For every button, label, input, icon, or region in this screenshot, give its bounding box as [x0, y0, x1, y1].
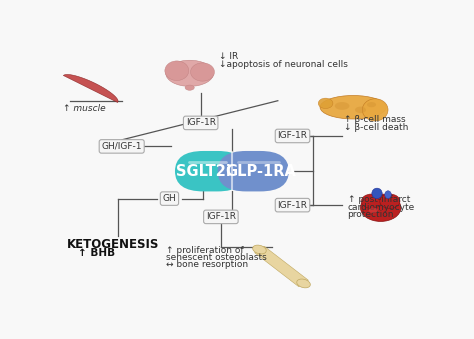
Ellipse shape — [372, 188, 382, 199]
Ellipse shape — [166, 60, 213, 86]
Text: SGLT2i: SGLT2i — [176, 164, 231, 179]
Text: IGF-1R: IGF-1R — [206, 212, 236, 221]
Polygon shape — [69, 78, 112, 99]
Ellipse shape — [165, 61, 189, 80]
Text: protection: protection — [347, 210, 394, 219]
Text: IGF-1R: IGF-1R — [277, 132, 308, 140]
Text: ↓ β-cell death: ↓ β-cell death — [344, 123, 408, 132]
Text: IGF-1R: IGF-1R — [186, 118, 216, 127]
Text: ↑ muscle: ↑ muscle — [63, 104, 106, 113]
FancyBboxPatch shape — [175, 151, 246, 192]
Ellipse shape — [369, 208, 378, 213]
FancyBboxPatch shape — [218, 151, 289, 192]
Text: GH: GH — [163, 194, 176, 203]
Ellipse shape — [318, 98, 333, 108]
Ellipse shape — [320, 96, 386, 119]
Text: ↑ proliferation of: ↑ proliferation of — [166, 245, 244, 255]
Text: ↓ IR: ↓ IR — [219, 53, 238, 61]
Ellipse shape — [362, 99, 388, 121]
Polygon shape — [255, 246, 309, 287]
Ellipse shape — [380, 194, 400, 208]
Ellipse shape — [385, 191, 392, 199]
Ellipse shape — [367, 102, 376, 107]
Text: cardiomyocyte: cardiomyocyte — [347, 202, 415, 212]
Text: GLP-1RA: GLP-1RA — [225, 164, 296, 179]
Text: KETOGENESIS: KETOGENESIS — [66, 238, 159, 251]
Text: ↔ bone resorption: ↔ bone resorption — [166, 260, 248, 269]
Text: ↓apoptosis of neuronal cells: ↓apoptosis of neuronal cells — [219, 60, 348, 69]
Ellipse shape — [297, 279, 310, 288]
Polygon shape — [64, 75, 118, 102]
Text: ↑ post-infarct: ↑ post-infarct — [347, 195, 410, 204]
Text: ↑ BHB: ↑ BHB — [78, 248, 115, 258]
Ellipse shape — [335, 102, 349, 110]
Text: senescent osteoblasts: senescent osteoblasts — [166, 253, 266, 262]
Ellipse shape — [253, 245, 266, 254]
Ellipse shape — [355, 106, 366, 113]
Ellipse shape — [361, 194, 382, 208]
Ellipse shape — [360, 194, 401, 221]
Text: ↑ β-cell mass: ↑ β-cell mass — [344, 115, 406, 124]
Ellipse shape — [191, 63, 214, 81]
Text: IGF-1R: IGF-1R — [277, 201, 308, 210]
Ellipse shape — [185, 85, 194, 90]
Text: GH/IGF-1: GH/IGF-1 — [101, 142, 142, 151]
